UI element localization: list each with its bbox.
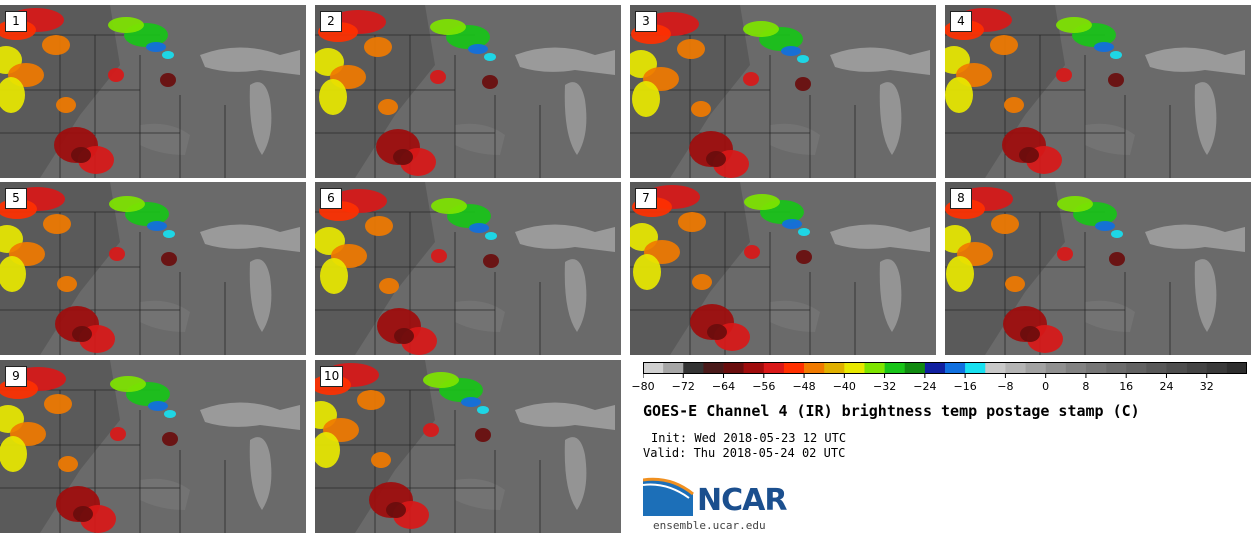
ir-satellite-map bbox=[315, 360, 621, 533]
colorbar-swatch bbox=[1126, 362, 1147, 374]
colorbar-swatch bbox=[643, 362, 664, 374]
colorbar-swatch bbox=[723, 362, 744, 374]
ncar-logo-icon bbox=[643, 477, 694, 516]
colorbar-swatch bbox=[884, 362, 906, 374]
colorbar-tick-label: −8 bbox=[997, 380, 1014, 393]
colorbar-swatch bbox=[1166, 362, 1187, 374]
colorbar-swatch bbox=[1206, 362, 1228, 374]
colorbar-swatch bbox=[864, 362, 885, 374]
colorbar-swatch bbox=[945, 362, 966, 374]
colorbar-swatch bbox=[904, 362, 926, 374]
colorbar bbox=[643, 362, 1247, 378]
colorbar-swatch bbox=[1045, 362, 1067, 374]
member-number-label: 3 bbox=[635, 11, 657, 32]
colorbar-tick-labels: −80 −72 −64 −56 −48 −40 −32 −24 −16 −8 0 8 16 24 32 bbox=[631, 380, 1247, 396]
member-panel-4: 4 bbox=[945, 5, 1251, 178]
member-panel-6: 6 bbox=[315, 182, 621, 355]
member-panel-1: 1 bbox=[0, 5, 306, 178]
init-time: Init: Wed 2018-05-23 12 UTC bbox=[651, 431, 847, 445]
colorbar-swatch bbox=[1226, 362, 1247, 374]
member-panel-10: 10 bbox=[315, 360, 621, 533]
ir-satellite-map bbox=[630, 182, 936, 355]
colorbar-swatch bbox=[743, 362, 765, 374]
colorbar-swatch bbox=[804, 362, 825, 374]
valid-time: Valid: Thu 2018-05-24 02 UTC bbox=[643, 446, 846, 460]
colorbar-tick-label: −72 bbox=[671, 380, 695, 393]
colorbar-tick-label: −80 bbox=[631, 380, 655, 393]
colorbar-tick-label: 16 bbox=[1119, 380, 1134, 393]
colorbar-swatch bbox=[844, 362, 865, 374]
member-number-label: 5 bbox=[5, 188, 27, 209]
member-number-label: 9 bbox=[5, 366, 27, 387]
colorbar-swatch bbox=[683, 362, 704, 374]
member-number-label: 7 bbox=[635, 188, 657, 209]
colorbar-swatch bbox=[783, 362, 805, 374]
colorbar-tick-label: 0 bbox=[1042, 380, 1050, 393]
ir-satellite-map bbox=[945, 182, 1251, 355]
colorbar-tick-label: 32 bbox=[1199, 380, 1214, 393]
member-panel-7: 7 bbox=[630, 182, 936, 355]
colorbar-swatch bbox=[663, 362, 684, 374]
member-number-label: 1 bbox=[5, 11, 27, 32]
member-panel-3: 3 bbox=[630, 5, 936, 178]
ir-satellite-map bbox=[630, 5, 936, 178]
colorbar-tick-label: −32 bbox=[872, 380, 897, 393]
ir-satellite-map bbox=[0, 360, 306, 533]
colorbar-swatch bbox=[1146, 362, 1167, 374]
colorbar-tick-label: 8 bbox=[1082, 380, 1090, 393]
colorbar-tick-label: −24 bbox=[913, 380, 937, 393]
colorbar-tick-label: −16 bbox=[953, 380, 977, 393]
colorbar-tick-label: −56 bbox=[752, 380, 776, 393]
colorbar-swatch bbox=[1025, 362, 1046, 374]
member-panel-8: 8 bbox=[945, 182, 1251, 355]
colorbar-swatch bbox=[1085, 362, 1107, 374]
logo-wordmark: NCAR bbox=[697, 483, 787, 518]
member-number-label: 4 bbox=[950, 11, 972, 32]
colorbar-swatch bbox=[1005, 362, 1026, 374]
ir-satellite-map bbox=[0, 5, 306, 178]
colorbar-swatch bbox=[924, 362, 946, 374]
ir-satellite-map bbox=[0, 182, 306, 355]
colorbar-tick-label: −40 bbox=[832, 380, 856, 393]
colorbar-swatch bbox=[1186, 362, 1208, 374]
member-panel-5: 5 bbox=[0, 182, 306, 355]
colorbar-swatch bbox=[763, 362, 785, 374]
figure-title: GOES-E Channel 4 (IR) brightness temp po… bbox=[643, 402, 1140, 420]
member-panel-9: 9 bbox=[0, 360, 306, 533]
colorbar-tick-label: −64 bbox=[711, 380, 736, 393]
ir-satellite-map bbox=[315, 182, 621, 355]
member-number-label: 10 bbox=[320, 366, 344, 387]
member-number-label: 8 bbox=[950, 188, 972, 209]
member-panel-2: 2 bbox=[315, 5, 621, 178]
colorbar-swatch bbox=[985, 362, 1006, 374]
site-url: ensemble.ucar.edu bbox=[653, 519, 766, 532]
colorbar-swatch bbox=[965, 362, 986, 374]
colorbar-swatch bbox=[824, 362, 845, 374]
colorbar-tick-label: 24 bbox=[1159, 380, 1174, 393]
colorbar-swatch bbox=[1106, 362, 1127, 374]
ir-satellite-map bbox=[315, 5, 621, 178]
colorbar-tick-label: −48 bbox=[792, 380, 816, 393]
ir-satellite-map bbox=[945, 5, 1251, 178]
colorbar-border bbox=[643, 362, 1247, 374]
colorbar-swatch bbox=[703, 362, 724, 374]
colorbar-swatch bbox=[1065, 362, 1087, 374]
member-number-label: 2 bbox=[320, 11, 342, 32]
member-number-label: 6 bbox=[320, 188, 342, 209]
